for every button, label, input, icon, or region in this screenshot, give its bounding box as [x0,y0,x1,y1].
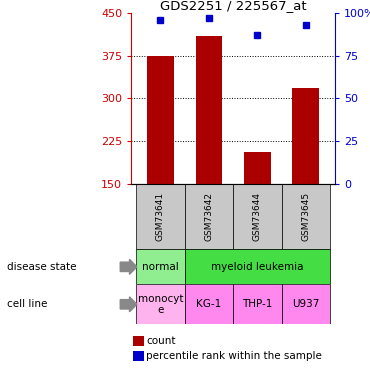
Bar [196,36,222,184]
Text: GSM73642: GSM73642 [204,192,213,241]
Bar [233,284,282,324]
Bar [185,184,233,249]
Text: normal: normal [142,262,179,272]
Bar [147,56,174,184]
Text: GSM73645: GSM73645 [301,192,310,241]
Text: count: count [146,336,176,346]
Text: GSM73644: GSM73644 [253,192,262,241]
Text: cell line: cell line [7,299,48,309]
Text: monocyt
e: monocyt e [138,294,183,315]
Text: percentile rank within the sample: percentile rank within the sample [146,351,322,361]
Bar [282,184,330,249]
Bar [136,284,185,324]
Text: disease state: disease state [7,262,77,272]
Text: myeloid leukemia: myeloid leukemia [211,262,303,272]
Bar [136,249,185,284]
Bar [185,284,233,324]
Bar [136,184,185,249]
Text: THP-1: THP-1 [242,299,273,309]
Bar [233,184,282,249]
Text: GSM73641: GSM73641 [156,192,165,241]
Text: U937: U937 [292,299,319,309]
Bar [185,249,330,284]
Bar [292,88,319,184]
Bar [244,153,270,184]
Bar [282,284,330,324]
Title: GDS2251 / 225567_at: GDS2251 / 225567_at [160,0,306,12]
Text: KG-1: KG-1 [196,299,222,309]
